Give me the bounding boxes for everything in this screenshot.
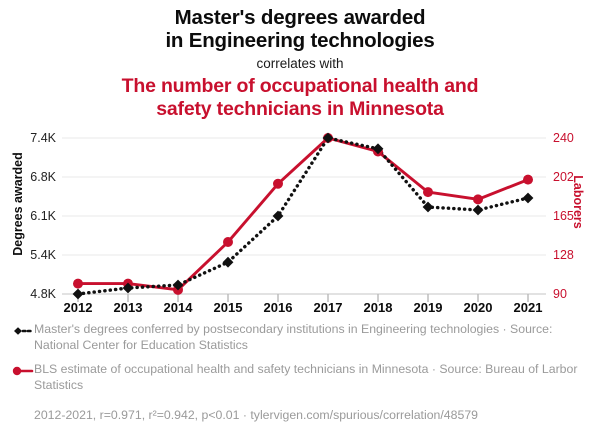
right-ytick-0: 90 <box>553 287 567 301</box>
xtick-2018: 2018 <box>363 300 393 315</box>
xtick-2021: 2021 <box>513 300 543 315</box>
legend-item-degrees: Master's degrees conferred by postsecond… <box>8 322 592 353</box>
gridlines <box>62 137 546 256</box>
footer-stats: 2012-2021, r=0.971, r²=0.942, p<0.01 · t… <box>34 408 478 422</box>
xtick-2012: 2012 <box>63 300 93 315</box>
xtick-2015: 2015 <box>213 300 243 315</box>
left-ytick-1: 5.4K <box>30 248 56 262</box>
right-ytick-3: 202 <box>553 170 574 184</box>
secondary-title: The number of occupational health and sa… <box>0 75 600 121</box>
legend-key-circle-solid-icon <box>8 364 34 380</box>
xtick-2017: 2017 <box>313 300 343 315</box>
secondary-title-line-2: safety technicians in Minnesota <box>156 98 444 120</box>
title-block: Master's degrees awarded in Engineering … <box>0 0 600 121</box>
left-ytick-3: 6.8K <box>30 170 56 184</box>
right-ytick-2: 165 <box>553 209 574 223</box>
xtick-2016: 2016 <box>263 300 293 315</box>
legend-key-diamond-dotted-icon <box>8 324 34 340</box>
left-ytick-4: 7.4K <box>30 131 56 145</box>
right-ytick-4: 240 <box>553 131 574 145</box>
correlates-with-label: correlates with <box>256 56 344 71</box>
series-line-degrees <box>76 136 530 296</box>
chart-canvas <box>62 132 546 302</box>
xtick-2019: 2019 <box>413 300 443 315</box>
secondary-title-line-1: The number of occupational health and <box>121 75 479 97</box>
right-ytick-1: 128 <box>553 248 574 262</box>
plot-area: Degrees awarded Laborers 7.4K 6.8K 6.1K … <box>0 125 600 315</box>
legend: Master's degrees conferred by postsecond… <box>8 322 592 402</box>
series-line-laborers <box>76 136 530 292</box>
legend-label-degrees: Master's degrees conferred by postsecond… <box>34 322 553 352</box>
left-ytick-0: 4.8K <box>30 287 56 301</box>
series-markers-laborers <box>73 133 533 295</box>
primary-title-line-1: Master's degrees awarded <box>174 6 426 29</box>
primary-title-line-2: in Engineering technologies <box>165 29 435 52</box>
xtick-2020: 2020 <box>463 300 493 315</box>
left-ytick-2: 6.1K <box>30 209 56 223</box>
primary-title: Master's degrees awarded in Engineering … <box>0 6 600 52</box>
xtick-2014: 2014 <box>163 300 193 315</box>
legend-label-laborers: BLS estimate of occupational health and … <box>34 362 578 392</box>
xtick-2013: 2013 <box>113 300 143 315</box>
legend-item-laborers: BLS estimate of occupational health and … <box>8 362 592 393</box>
left-axis-title: Degrees awarded <box>11 152 25 256</box>
